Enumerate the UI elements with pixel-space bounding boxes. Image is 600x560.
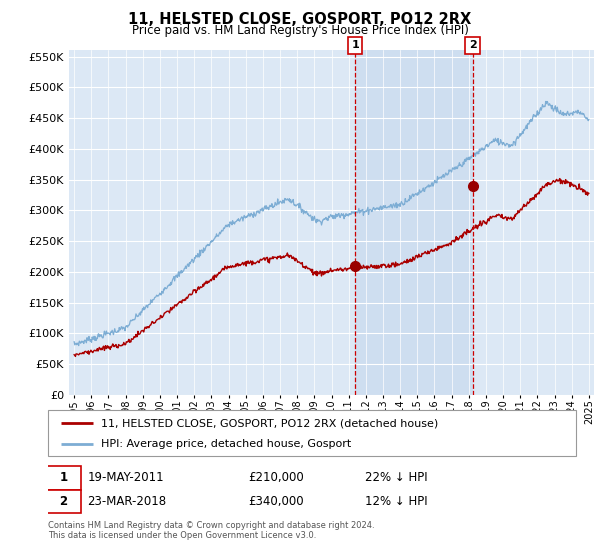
Text: 23-MAR-2018: 23-MAR-2018: [88, 494, 167, 508]
FancyBboxPatch shape: [46, 489, 81, 513]
Text: Price paid vs. HM Land Registry's House Price Index (HPI): Price paid vs. HM Land Registry's House …: [131, 24, 469, 36]
Text: £210,000: £210,000: [248, 472, 304, 484]
Text: 12% ↓ HPI: 12% ↓ HPI: [365, 494, 427, 508]
Bar: [355, 50, 473, 395]
Text: 2: 2: [59, 494, 67, 508]
Text: 22% ↓ HPI: 22% ↓ HPI: [365, 472, 427, 484]
Text: 19-MAY-2011: 19-MAY-2011: [88, 472, 164, 484]
Text: 11, HELSTED CLOSE, GOSPORT, PO12 2RX: 11, HELSTED CLOSE, GOSPORT, PO12 2RX: [128, 12, 472, 27]
FancyBboxPatch shape: [46, 466, 81, 489]
Text: £340,000: £340,000: [248, 494, 304, 508]
Text: HPI: Average price, detached house, Gosport: HPI: Average price, detached house, Gosp…: [101, 439, 351, 449]
Text: 1: 1: [352, 40, 359, 50]
Text: 11, HELSTED CLOSE, GOSPORT, PO12 2RX (detached house): 11, HELSTED CLOSE, GOSPORT, PO12 2RX (de…: [101, 418, 438, 428]
Text: 2: 2: [469, 40, 476, 50]
FancyBboxPatch shape: [48, 410, 576, 456]
Text: Contains HM Land Registry data © Crown copyright and database right 2024.
This d: Contains HM Land Registry data © Crown c…: [48, 521, 374, 540]
Text: 1: 1: [59, 472, 67, 484]
